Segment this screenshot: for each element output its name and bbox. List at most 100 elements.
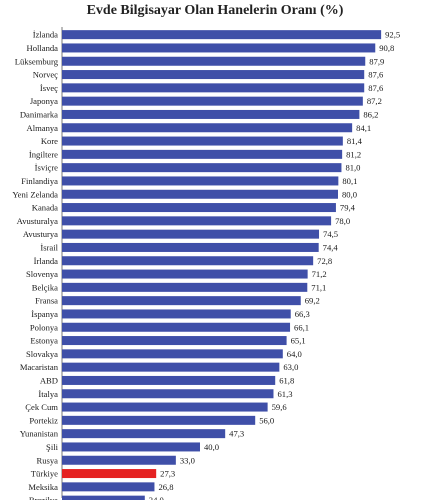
bar-rusya [62,455,176,465]
value-label: 63,0 [283,362,298,372]
bar-danimarka [62,109,360,119]
category-label: Danimarka [20,109,58,119]
category-label: Kore [41,136,58,146]
category-label: Macaristan [20,362,59,372]
category-label: Slovenya [26,269,58,279]
value-label: 33,0 [180,455,195,465]
category-label: Estonya [30,336,58,346]
bar-avusturalya [62,216,332,226]
category-label: İzlanda [33,30,58,40]
value-label: 66,3 [295,309,310,319]
value-label: 61,3 [277,389,292,399]
category-label: Lüksemburg [15,56,59,66]
value-label: 71,1 [311,282,326,292]
bar-i̇ngiltere [62,149,343,159]
value-label: 87,6 [368,70,384,80]
value-label: 87,6 [368,83,384,93]
category-label: Yunanistan [20,429,59,439]
value-label: 26,8 [158,482,173,492]
bar-japonya [62,96,363,106]
bar-belçika [62,282,308,292]
category-label: İsrail [40,242,58,252]
value-label: 74,4 [323,242,339,252]
bar-i̇zlanda [62,30,382,40]
category-label: İsviçre [35,163,59,173]
category-label: Finlandiya [21,176,58,186]
bar-slovenya [62,269,308,279]
bar-i̇sviçre [62,163,342,173]
bar-kanada [62,203,336,213]
value-label: 86,2 [363,109,378,119]
bar-estonya [62,336,287,346]
value-label: 24,0 [149,495,164,500]
bar-yunanistan [62,429,226,439]
bar-çek-cum [62,402,268,412]
bar-macaristan [62,362,280,372]
category-label: ABD [40,375,58,385]
bar-yeni-zelanda [62,189,338,199]
value-label: 59,6 [272,402,288,412]
value-label: 81,2 [346,149,361,159]
value-label: 81,4 [347,136,363,146]
bar-türkiye [62,469,157,479]
value-label: 80,0 [342,189,357,199]
value-label: 27,3 [160,469,175,479]
category-label: Portekiz [29,415,58,425]
value-label: 71,2 [312,269,327,279]
bar-şili [62,442,200,452]
value-label: 90,8 [379,43,394,53]
value-label: 84,1 [356,123,371,133]
bar-abd [62,375,276,385]
bar-portekiz [62,415,256,425]
value-label: 87,9 [369,56,384,66]
category-label: Avusturya [23,229,58,239]
bar-slovakya [62,349,283,359]
bar-avusturya [62,229,320,239]
bar-i̇spanya [62,309,291,319]
value-label: 79,4 [340,203,356,213]
value-label: 64,0 [287,349,302,359]
bar-polonya [62,322,291,332]
bar-kore [62,136,343,146]
category-label: Polonya [30,322,58,332]
category-label: Hollanda [26,43,58,53]
category-label: Şili [46,442,59,452]
bar-brezilya [62,495,145,500]
bar-i̇talya [62,389,274,399]
bar-i̇rlanda [62,256,314,266]
bar-finlandiya [62,176,339,186]
category-label: Almanya [26,123,58,133]
category-label: Meksika [28,482,58,492]
category-label: İngiltere [29,149,58,159]
category-label: Avusturalya [17,216,59,226]
bar-hollanda [62,43,376,53]
bar-i̇srail [62,242,319,252]
value-label: 69,2 [305,296,320,306]
bar-i̇sveç [62,83,365,93]
category-label: İspanya [31,309,58,319]
bars-group: İzlanda 92,5 Hollanda 90,8 Lüksemburg 87,9 Nor… [12,30,400,500]
value-label: 61,8 [279,375,294,385]
value-label: 80,1 [342,176,357,186]
value-label: 81,0 [345,163,360,173]
category-label: Rusya [37,455,59,465]
category-label: Norveç [33,70,58,80]
value-label: 92,5 [385,30,400,40]
value-label: 87,2 [367,96,382,106]
category-label: Brezilya [29,495,58,500]
value-label: 72,8 [317,256,332,266]
category-label: Kanada [32,203,58,213]
category-label: Türkiye [31,469,58,479]
bar-almanya [62,123,353,133]
bar-norveç [62,70,365,80]
category-label: İtalya [38,389,58,399]
value-label: 74,5 [323,229,338,239]
value-label: 66,1 [294,322,309,332]
category-label: Yeni Zelanda [12,189,58,199]
category-label: Çek Cum [25,402,58,412]
category-label: İrlanda [34,256,59,266]
value-label: 56,0 [259,415,274,425]
bar-lüksemburg [62,56,366,66]
chart-title: Evde Bilgisayar Olan Hanelerin Oranı (%) [86,3,344,18]
category-label: İsveç [40,83,58,93]
